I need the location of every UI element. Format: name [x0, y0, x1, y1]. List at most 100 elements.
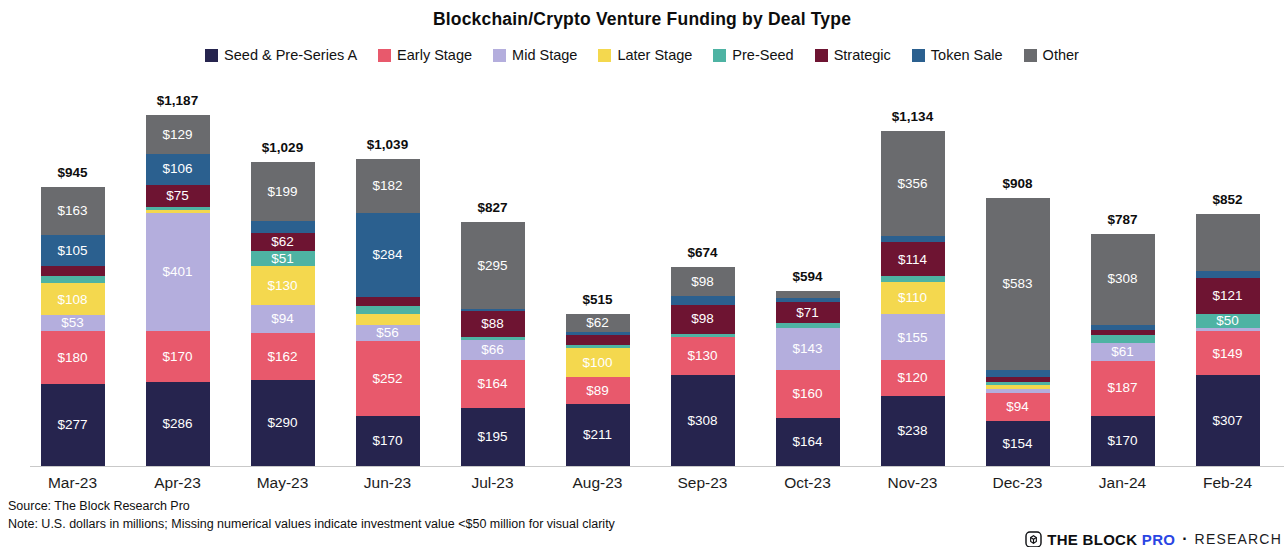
segment-value-label: $121 — [1212, 289, 1242, 303]
segment-seed-pre-series-a: $308 — [671, 375, 735, 466]
segment-token-sale — [671, 296, 735, 305]
segment-token-sale — [881, 236, 945, 242]
legend-swatch-icon — [598, 49, 611, 62]
segment-value-label: $53 — [61, 316, 84, 330]
segment-token-sale: $284 — [356, 213, 420, 297]
segment-mid-stage — [1196, 328, 1260, 331]
bar-may-23: $290$162$94$130$51$62$199 — [251, 162, 315, 466]
segment-value-label: $170 — [162, 350, 192, 364]
segment-value-label: $164 — [477, 377, 507, 391]
x-axis-label: Aug-23 — [545, 474, 650, 492]
segment-token-sale — [986, 370, 1050, 377]
segment-early-stage: $187 — [1091, 361, 1155, 416]
x-axis-label: Jun-23 — [335, 474, 440, 492]
x-axis-label: Oct-23 — [755, 474, 860, 492]
segment-other: $182 — [356, 159, 420, 213]
segment-pre-seed — [356, 306, 420, 314]
x-axis-label: Dec-23 — [965, 474, 1070, 492]
bar-column-nov-23: $238$120$155$110$114$356$1,134Nov-23 — [860, 114, 965, 466]
bar-sep-23: $308$130$98$98 — [671, 267, 735, 466]
segment-token-sale — [461, 309, 525, 311]
segment-seed-pre-series-a: $164 — [776, 418, 840, 466]
segment-token-sale — [776, 298, 840, 302]
segment-value-label: $160 — [792, 387, 822, 401]
segment-other: $295 — [461, 222, 525, 309]
segment-value-label: $71 — [796, 306, 819, 320]
segment-token-sale: $105 — [41, 235, 105, 266]
segment-value-label: $290 — [267, 416, 297, 430]
bar-total-label: $1,029 — [230, 140, 335, 155]
source-line: Source: The Block Research Pro — [8, 497, 615, 515]
logo-the-block-text: THE BLOCK PRO — [1047, 531, 1175, 547]
x-axis-label: Mar-23 — [20, 474, 125, 492]
segment-pre-seed — [671, 334, 735, 337]
segment-pre-seed — [146, 207, 210, 210]
x-axis-label: Apr-23 — [125, 474, 230, 492]
legend-swatch-icon — [912, 49, 925, 62]
legend-label: Other — [1043, 47, 1079, 63]
segment-early-stage: $252 — [356, 341, 420, 415]
bar-oct-23: $164$160$143$71 — [776, 291, 840, 466]
legend-label: Mid Stage — [512, 47, 577, 63]
bar-column-jul-23: $195$164$66$88$295$827Jul-23 — [440, 114, 545, 466]
legend-label: Strategic — [834, 47, 891, 63]
segment-other: $199 — [251, 162, 315, 221]
segment-value-label: $284 — [372, 248, 402, 262]
segment-value-label: $356 — [897, 177, 927, 191]
segment-seed-pre-series-a: $211 — [566, 404, 630, 466]
segment-later-stage: $110 — [881, 282, 945, 314]
segment-value-label: $62 — [271, 235, 294, 249]
segment-later-stage — [986, 385, 1050, 389]
segment-value-label: $62 — [586, 316, 609, 330]
logo-separator-dot: · — [1182, 530, 1187, 547]
segment-early-stage: $170 — [146, 331, 210, 381]
segment-pre-seed — [986, 382, 1050, 384]
bar-column-apr-23: $286$170$401$75$106$129$1,187Apr-23 — [125, 114, 230, 466]
chart-title: Blockchain/Crypto Venture Funding by Dea… — [0, 9, 1284, 30]
segment-value-label: $583 — [1002, 277, 1032, 291]
legend-item-seed-pre-series-a: Seed & Pre-Series A — [205, 47, 357, 63]
segment-early-stage: $94 — [986, 393, 1050, 421]
segment-other: $163 — [41, 187, 105, 235]
segment-token-sale — [1196, 271, 1260, 278]
segment-later-stage: $108 — [41, 283, 105, 315]
x-axis-label: Sep-23 — [650, 474, 755, 492]
legend-label: Pre-Seed — [732, 47, 793, 63]
legend-swatch-icon — [815, 49, 828, 62]
legend-item-early-stage: Early Stage — [378, 47, 472, 63]
legend-item-later-stage: Later Stage — [598, 47, 692, 63]
segment-value-label: $199 — [267, 185, 297, 199]
bar-column-jun-23: $170$252$56$284$182$1,039Jun-23 — [335, 114, 440, 466]
bar-total-label: $515 — [545, 292, 650, 307]
segment-value-label: $130 — [687, 349, 717, 363]
bar-column-dec-23: $154$94$583$908Dec-23 — [965, 114, 1070, 466]
legend-swatch-icon — [378, 49, 391, 62]
segment-seed-pre-series-a: $170 — [356, 416, 420, 466]
segment-value-label: $401 — [162, 265, 192, 279]
segment-pre-seed — [41, 276, 105, 283]
segment-mid-stage: $66 — [461, 340, 525, 360]
segment-value-label: $149 — [1212, 347, 1242, 361]
bar-total-label: $787 — [1070, 212, 1175, 227]
segment-value-label: $88 — [481, 317, 504, 331]
segment-pre-seed — [566, 345, 630, 348]
legend-label: Seed & Pre-Series A — [224, 47, 357, 63]
the-block-pro-research-logo: THE BLOCK PRO · RESEARCH — [1025, 530, 1282, 547]
stacked-bar-chart: $277$180$53$108$105$163$945Mar-23$286$17… — [20, 114, 1280, 466]
bar-column-aug-23: $211$89$100$62$515Aug-23 — [545, 114, 650, 466]
bar-column-sep-23: $308$130$98$98$674Sep-23 — [650, 114, 755, 466]
bar-total-label: $852 — [1175, 192, 1280, 207]
bar-total-label: $594 — [755, 269, 860, 284]
segment-strategic — [41, 266, 105, 276]
segment-early-stage: $160 — [776, 370, 840, 417]
segment-value-label: $61 — [1111, 345, 1134, 359]
segment-seed-pre-series-a: $307 — [1196, 375, 1260, 466]
segment-mid-stage: $94 — [251, 305, 315, 333]
bar-aug-23: $211$89$100$62 — [566, 314, 630, 466]
bar-jun-23: $170$252$56$284$182 — [356, 159, 420, 466]
segment-value-label: $307 — [1212, 414, 1242, 428]
segment-strategic: $121 — [1196, 278, 1260, 314]
segment-other — [776, 291, 840, 299]
segment-seed-pre-series-a: $195 — [461, 408, 525, 466]
chart-footnotes: Source: The Block Research Pro Note: U.S… — [8, 497, 615, 533]
